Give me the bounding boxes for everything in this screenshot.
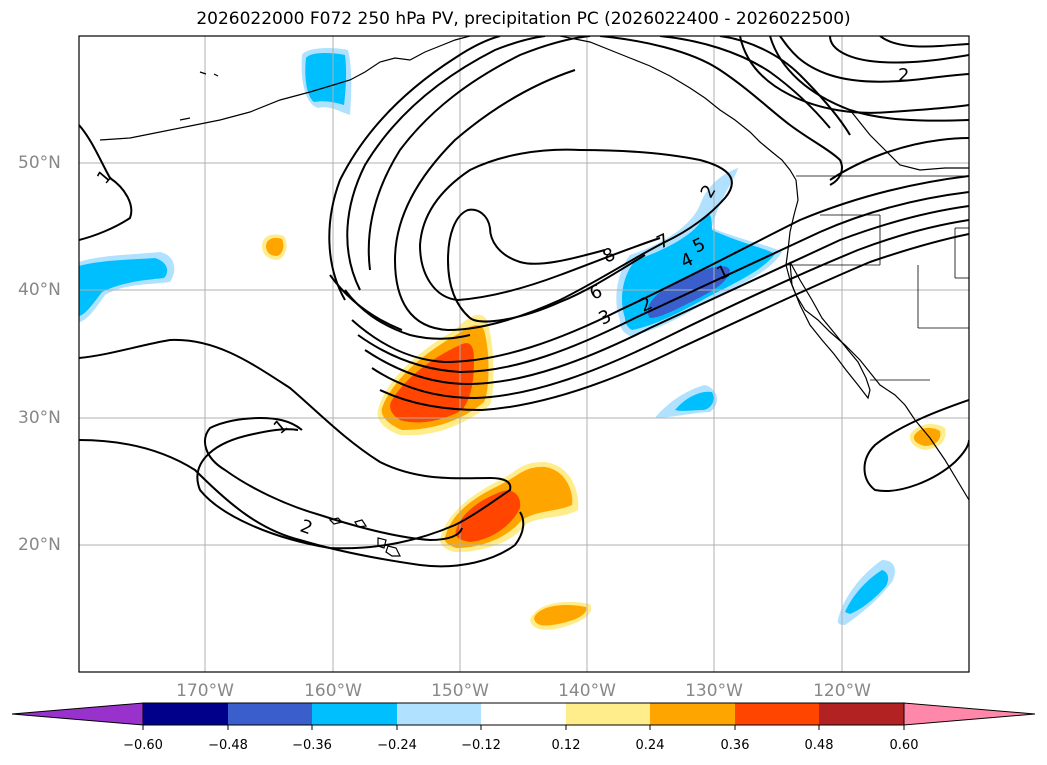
- west-coast: [785, 179, 969, 501]
- lon-label-170w: 170°W: [176, 681, 234, 701]
- pv-contour-8: [446, 208, 646, 323]
- pv-contour-5: [367, 36, 591, 271]
- pv-contour-jet-2: [357, 191, 969, 374]
- lat-label-50n: 50°N: [18, 153, 61, 173]
- lon-label-130w: 130°W: [685, 681, 743, 701]
- colorbar-tick-label: −0.60: [123, 738, 163, 753]
- pv-contour-jet-5: [379, 233, 969, 412]
- lat-label-30n: 30°N: [18, 408, 61, 428]
- map-frame: [78, 35, 970, 673]
- colorbar-tick-label: −0.12: [461, 738, 501, 753]
- pv-contour-1-subtropical: [79, 338, 512, 550]
- colorbar-tick-label: 0.48: [804, 738, 834, 753]
- lon-label-160w: 160°W: [304, 681, 362, 701]
- lat-label-20n: 20°N: [18, 535, 61, 555]
- colorbar-tick-label: 0.24: [635, 738, 665, 753]
- pv-contour-jet-3: [364, 205, 969, 386]
- map-title: 2026022000 F072 250 hPa PV, precipitatio…: [196, 9, 851, 29]
- lon-label-140w: 140°W: [558, 681, 616, 701]
- pv-contour-2-subtropical: [79, 439, 525, 568]
- pv-contour-mexico: [863, 399, 969, 492]
- pv-contour-2-northeast: [779, 36, 969, 83]
- lon-label-120w: 120°W: [813, 681, 871, 701]
- colorbar-tick-label: −0.48: [208, 738, 248, 753]
- alaska-coast: [99, 36, 471, 141]
- pv-contours: [79, 36, 969, 568]
- pv-contour-jet-4: [371, 219, 969, 400]
- pv-contour-6: [393, 69, 733, 332]
- colorbar-tick-label: 0.60: [889, 738, 919, 753]
- pv-contour-1-northwest: [79, 124, 133, 241]
- colorbar-tick-label: −0.36: [292, 738, 332, 753]
- colorbar-tick-label: −0.24: [377, 738, 417, 753]
- pv-contour-jet-1: [351, 175, 969, 364]
- contour-label: 2: [898, 65, 909, 86]
- colorbar-tick-label: 0.12: [551, 738, 581, 753]
- baja-california: [789, 261, 871, 400]
- lon-label-150w: 150°W: [431, 681, 489, 701]
- precip-positive-areas: [262, 234, 946, 630]
- lat-label-40n: 40°N: [18, 280, 61, 300]
- gridlines: [79, 36, 969, 672]
- pv-contour-7: [418, 148, 661, 302]
- pv-contour-north-trough: [599, 36, 843, 186]
- colorbar-tick-label: 0.36: [720, 738, 750, 753]
